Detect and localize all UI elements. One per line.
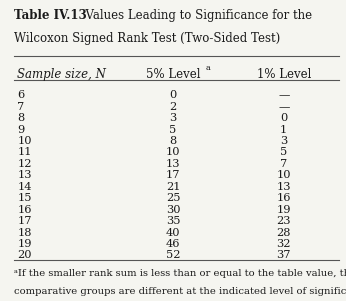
Text: comparative groups are different at the indicated level of significance.: comparative groups are different at the …	[14, 287, 346, 296]
Text: 11: 11	[17, 147, 32, 157]
Text: 23: 23	[276, 216, 291, 226]
Text: 8: 8	[17, 113, 25, 123]
Text: 10: 10	[276, 170, 291, 180]
Text: 3: 3	[280, 136, 287, 146]
Text: 13: 13	[276, 182, 291, 192]
Text: Wilcoxon Signed Rank Test (Two-Sided Test): Wilcoxon Signed Rank Test (Two-Sided Tes…	[14, 32, 280, 45]
Text: 17: 17	[17, 216, 32, 226]
Text: 5: 5	[280, 147, 287, 157]
Text: 2: 2	[170, 102, 176, 112]
Text: 14: 14	[17, 182, 32, 192]
Text: 52: 52	[166, 250, 180, 260]
Text: 7: 7	[17, 102, 25, 112]
Text: —: —	[278, 90, 289, 100]
Text: 7: 7	[280, 159, 287, 169]
Text: 8: 8	[170, 136, 176, 146]
Text: —: —	[278, 102, 289, 112]
Text: 10: 10	[17, 136, 32, 146]
Text: 21: 21	[166, 182, 180, 192]
Text: 0: 0	[280, 113, 287, 123]
Text: 10: 10	[166, 147, 180, 157]
Text: 30: 30	[166, 205, 180, 215]
Text: 37: 37	[276, 250, 291, 260]
Text: 32: 32	[276, 239, 291, 249]
Text: 17: 17	[166, 170, 180, 180]
Text: 35: 35	[166, 216, 180, 226]
Text: 3: 3	[170, 113, 176, 123]
Text: 12: 12	[17, 159, 32, 169]
Text: 9: 9	[17, 125, 25, 135]
Text: 19: 19	[17, 239, 32, 249]
Text: 16: 16	[17, 205, 32, 215]
Text: 46: 46	[166, 239, 180, 249]
Text: 0: 0	[170, 90, 176, 100]
Text: 5% Level: 5% Level	[146, 68, 200, 81]
Text: 13: 13	[166, 159, 180, 169]
Text: 13: 13	[17, 170, 32, 180]
Text: 6: 6	[17, 90, 25, 100]
Text: ᵃIf the smaller rank sum is less than or equal to the table value, the: ᵃIf the smaller rank sum is less than or…	[14, 269, 346, 278]
Text: 28: 28	[276, 228, 291, 237]
Text: 40: 40	[166, 228, 180, 237]
Text: 20: 20	[17, 250, 32, 260]
Text: 1: 1	[280, 125, 287, 135]
Text: 5: 5	[170, 125, 176, 135]
Text: a: a	[206, 64, 211, 72]
Text: Values Leading to Significance for the: Values Leading to Significance for the	[78, 9, 312, 22]
Text: 25: 25	[166, 193, 180, 203]
Text: 1% Level: 1% Level	[256, 68, 311, 81]
Text: 16: 16	[276, 193, 291, 203]
Text: Sample size, N: Sample size, N	[17, 68, 106, 81]
Text: Table IV.13: Table IV.13	[14, 9, 86, 22]
Text: 19: 19	[276, 205, 291, 215]
Text: 18: 18	[17, 228, 32, 237]
Text: 15: 15	[17, 193, 32, 203]
